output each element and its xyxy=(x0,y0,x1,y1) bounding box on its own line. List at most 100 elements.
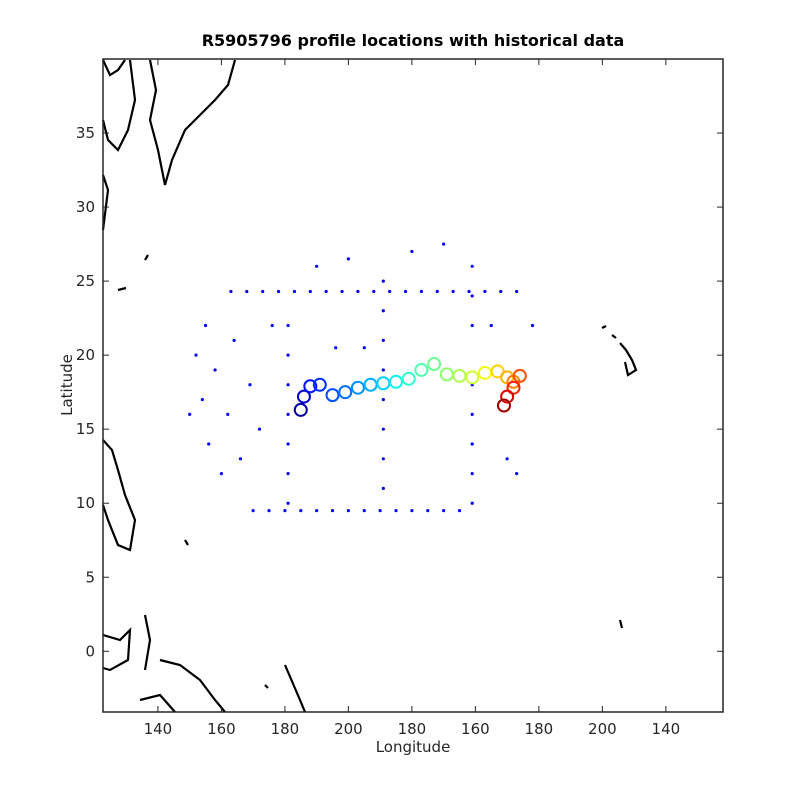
point xyxy=(286,501,290,505)
point xyxy=(257,427,262,431)
point xyxy=(378,509,382,513)
point xyxy=(362,346,366,350)
point xyxy=(410,249,414,254)
point xyxy=(340,289,344,294)
coastline xyxy=(101,59,137,152)
point xyxy=(213,368,217,372)
point xyxy=(308,289,312,294)
point xyxy=(401,371,416,386)
point xyxy=(381,309,385,313)
point xyxy=(530,323,535,328)
point xyxy=(381,427,385,431)
point xyxy=(500,389,515,404)
y-tick-label: 35 xyxy=(76,124,95,142)
y-tick-label: 10 xyxy=(76,494,95,512)
point xyxy=(324,289,328,294)
point xyxy=(419,289,424,294)
point xyxy=(315,264,319,268)
point xyxy=(470,501,474,505)
coastline xyxy=(101,174,149,292)
point xyxy=(483,289,487,294)
point xyxy=(194,353,198,357)
point xyxy=(292,289,297,294)
x-tick-label: 140 xyxy=(144,720,173,738)
point xyxy=(226,412,230,416)
point xyxy=(245,289,249,294)
point xyxy=(426,509,430,513)
point xyxy=(296,389,311,404)
point xyxy=(381,338,385,342)
point xyxy=(515,472,519,476)
point xyxy=(489,323,493,328)
point xyxy=(470,472,474,476)
point xyxy=(286,412,290,416)
plot-frame xyxy=(102,58,724,713)
x-tick-label: 200 xyxy=(588,720,617,738)
point xyxy=(403,289,408,294)
y-tick-label: 30 xyxy=(76,198,95,216)
point xyxy=(388,289,392,294)
point xyxy=(515,289,519,294)
x-tick-label: 180 xyxy=(271,720,300,738)
point xyxy=(219,472,224,476)
point xyxy=(248,383,252,387)
y-axis-label: Latitude xyxy=(58,354,76,416)
coastline xyxy=(148,59,237,186)
point xyxy=(362,509,366,513)
point xyxy=(470,442,474,446)
point xyxy=(435,289,439,294)
point xyxy=(286,323,290,328)
point xyxy=(261,289,265,294)
point xyxy=(389,374,404,389)
point xyxy=(470,294,474,298)
chart-title: R5905796 profile locations with historic… xyxy=(202,31,625,50)
point xyxy=(207,442,211,446)
point xyxy=(338,385,353,400)
point xyxy=(238,457,243,461)
point xyxy=(372,289,376,294)
x-tick-label: 140 xyxy=(652,720,681,738)
point xyxy=(499,289,503,294)
y-tick-label: 5 xyxy=(85,568,95,586)
point xyxy=(203,323,208,328)
point xyxy=(356,289,360,294)
point xyxy=(381,279,385,283)
x-tick-label: 200 xyxy=(334,720,363,738)
point xyxy=(381,397,385,402)
x-tick-label: 180 xyxy=(525,720,554,738)
point xyxy=(381,486,385,491)
point xyxy=(350,380,365,395)
point xyxy=(303,379,318,394)
point xyxy=(442,242,446,246)
y-tick-label: 15 xyxy=(76,420,95,438)
coastline xyxy=(601,325,638,629)
point xyxy=(451,289,455,294)
point xyxy=(414,362,429,377)
point xyxy=(325,388,340,403)
point xyxy=(293,402,308,417)
x-axis-label: Longitude xyxy=(376,738,451,756)
point xyxy=(267,509,271,513)
point xyxy=(299,509,303,513)
point xyxy=(229,289,233,294)
point xyxy=(270,323,274,328)
point xyxy=(427,357,442,372)
point xyxy=(276,289,281,294)
point xyxy=(496,398,511,413)
point xyxy=(188,412,192,416)
point xyxy=(286,353,290,357)
x-tick-label: 180 xyxy=(398,720,427,738)
point xyxy=(442,509,446,513)
point xyxy=(200,397,204,402)
y-tick-label: 0 xyxy=(85,642,95,660)
y-tick-label: 20 xyxy=(76,346,95,364)
point xyxy=(505,457,509,461)
point xyxy=(330,509,335,513)
point xyxy=(232,338,236,342)
point xyxy=(410,509,414,513)
coastline xyxy=(101,439,189,552)
point xyxy=(334,346,338,350)
point xyxy=(346,257,350,261)
point xyxy=(470,412,474,416)
